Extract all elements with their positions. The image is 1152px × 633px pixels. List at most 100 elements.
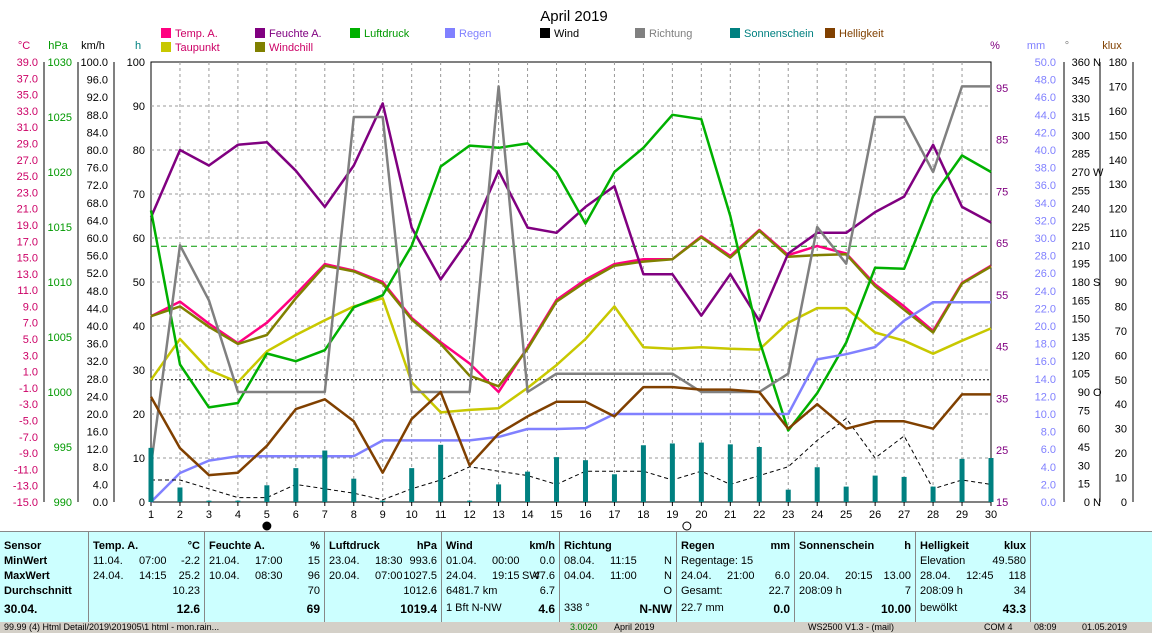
sensor-title: Sensor — [4, 540, 42, 552]
legend-label: Helligkeit — [839, 28, 884, 40]
status-device: WS2500 V1.3 - (mail) — [808, 622, 895, 632]
rain-mm-tick-label: 14.0 — [1035, 374, 1056, 386]
sunshine-bar — [496, 484, 502, 502]
rain-mm-tick-label: 26.0 — [1035, 268, 1056, 280]
dir-deg-tick-label: 195 — [1072, 259, 1090, 271]
rain-mm-tick-label: 48.0 — [1035, 75, 1056, 87]
new-moon-icon — [682, 521, 692, 531]
wind-kmh-tick-label: 24.0 — [87, 391, 108, 403]
humidity-min-value: 15 — [307, 555, 320, 567]
feuchte-a-line — [149, 102, 992, 323]
wind-max-date: 24.04. — [446, 570, 477, 582]
temp-c-tick-label: 3.0 — [23, 350, 38, 362]
sunshine-bar — [322, 450, 328, 502]
rain-total: 22.7 — [768, 585, 790, 597]
x-tick-label: 7 — [322, 509, 328, 521]
sunshine-bar — [669, 443, 675, 502]
light-klux-tick-label: 140 — [1109, 155, 1127, 167]
sunshine-bar — [872, 475, 878, 502]
wind-kmh-tick-label: 56.0 — [87, 251, 108, 263]
wind-max-value: 47.6 — [533, 570, 555, 582]
pressure-unit: hPa — [416, 540, 437, 552]
legend-label: Windchill — [269, 42, 313, 54]
x-tick-label: 6 — [293, 509, 299, 521]
pressure-max-date: 20.04. — [329, 570, 360, 582]
sunshine-bar — [611, 474, 617, 502]
legend-label: Temp. A. — [175, 28, 218, 40]
wind-kmh-tick-label: 100.0 — [80, 57, 108, 69]
x-tick-label: 28 — [927, 509, 939, 521]
chart-title: April 2019 — [540, 8, 608, 25]
humidity-pct-tick-label: 55 — [996, 290, 1008, 302]
dir-deg-tick-label: 60 — [1078, 424, 1090, 436]
x-tick-label: 15 — [550, 509, 562, 521]
wind-bft: 1 Bft N-NW — [446, 602, 502, 614]
legend-swatch — [255, 28, 265, 38]
x-tick-label: 4 — [235, 509, 241, 521]
direction-deg: 338 ° — [564, 602, 590, 614]
dir-deg-tick-label: 0 — [1084, 497, 1090, 509]
temp-c-tick-label: 11.0 — [17, 285, 38, 297]
temp-today: 12.6 — [176, 602, 200, 616]
x-tick-label: 21 — [724, 509, 736, 521]
rain-mm-tick-label: 2.0 — [1041, 479, 1056, 491]
temp-c-tick-label: 13.0 — [17, 269, 38, 281]
pressure-avg: 1012.6 — [403, 585, 437, 597]
min-label: MinWert — [4, 555, 48, 567]
legend-swatch — [161, 28, 171, 38]
wind-kmh-tick-label: 80.0 — [87, 145, 108, 157]
wind-kmh-tick-label: 32.0 — [87, 356, 108, 368]
sunshine-bar — [756, 447, 762, 502]
sun-h-tick-label: 100 — [127, 57, 145, 69]
pressure-hpa-tick-label: 1005 — [48, 332, 72, 344]
sunshine-bar — [467, 500, 473, 502]
light-max-value: 118 — [1008, 570, 1026, 582]
dir-deg-tick-label: 15 — [1078, 479, 1090, 491]
pressure-hpa-tick-label: 1010 — [48, 277, 72, 289]
status-port: COM 4 — [984, 622, 1013, 632]
rain-mm-tick-label: 4.0 — [1041, 462, 1056, 474]
x-tick-label: 11 — [435, 509, 446, 521]
rain-mm-tick-label: 34.0 — [1035, 198, 1056, 210]
light-elev-label: Elevation — [920, 555, 966, 567]
temp-c-tick-label: 27.0 — [17, 155, 38, 167]
humidity-title: Feuchte A. — [209, 540, 265, 552]
light-klux-tick-label: 120 — [1109, 204, 1127, 216]
x-tick-label: 5 — [264, 509, 270, 521]
wind-kmh-tick-label: 8.0 — [93, 462, 108, 474]
legend-swatch — [540, 28, 550, 38]
sunshine-bar — [814, 467, 820, 502]
temp-c-tick-label: -13.0 — [13, 481, 38, 493]
helligkeit-line — [149, 385, 991, 477]
summary-wind: Wind km/h 01.04. 00:00 0.0 24.04. 19:15 SW 47.… — [442, 532, 560, 622]
pressure-title: Luftdruck — [329, 540, 380, 552]
light-klux-tick-label: 130 — [1109, 179, 1127, 191]
light-klux-tick-label: 70 — [1115, 326, 1127, 338]
rain-mm-tick-label: 36.0 — [1035, 180, 1056, 192]
temp-c-tick-label: 33.0 — [17, 106, 38, 118]
wind-kmh-tick-label: 84.0 — [87, 127, 108, 139]
sun-unit: h — [904, 540, 911, 552]
dir-deg-tick-label: 30 — [1078, 460, 1090, 472]
sunshine-bar — [959, 458, 965, 502]
dir-deg-axis-unit: ° — [1065, 40, 1069, 52]
rain-mm-tick-label: 18.0 — [1035, 339, 1056, 351]
sun-max-value: 13.00 — [883, 570, 911, 582]
legend-swatch — [350, 28, 360, 38]
richtung-line — [149, 85, 991, 466]
temp-c-tick-label: -9.0 — [19, 448, 38, 460]
status-path: 99.99 (4) Html Detail/2019\201905\1 html… — [4, 622, 220, 632]
sunshine-bar — [264, 485, 270, 502]
wind-kmh-tick-label: 48.0 — [87, 286, 108, 298]
sunshine-bar — [930, 486, 936, 502]
temp-c-tick-label: 19.0 — [17, 220, 38, 232]
sunshine-bar — [148, 447, 154, 502]
sun-h-tick-label: 0 — [139, 497, 145, 509]
direction-title: Richtung — [564, 540, 612, 552]
rain-mm-tick-label: 44.0 — [1035, 110, 1056, 122]
wind-today: 4.6 — [538, 602, 555, 616]
x-tick-label: 25 — [840, 509, 852, 521]
light-klux-tick-label: 0 — [1121, 497, 1127, 509]
wind-min-value: 0.0 — [539, 555, 555, 567]
pressure-hpa-tick-label: 1000 — [48, 387, 72, 399]
